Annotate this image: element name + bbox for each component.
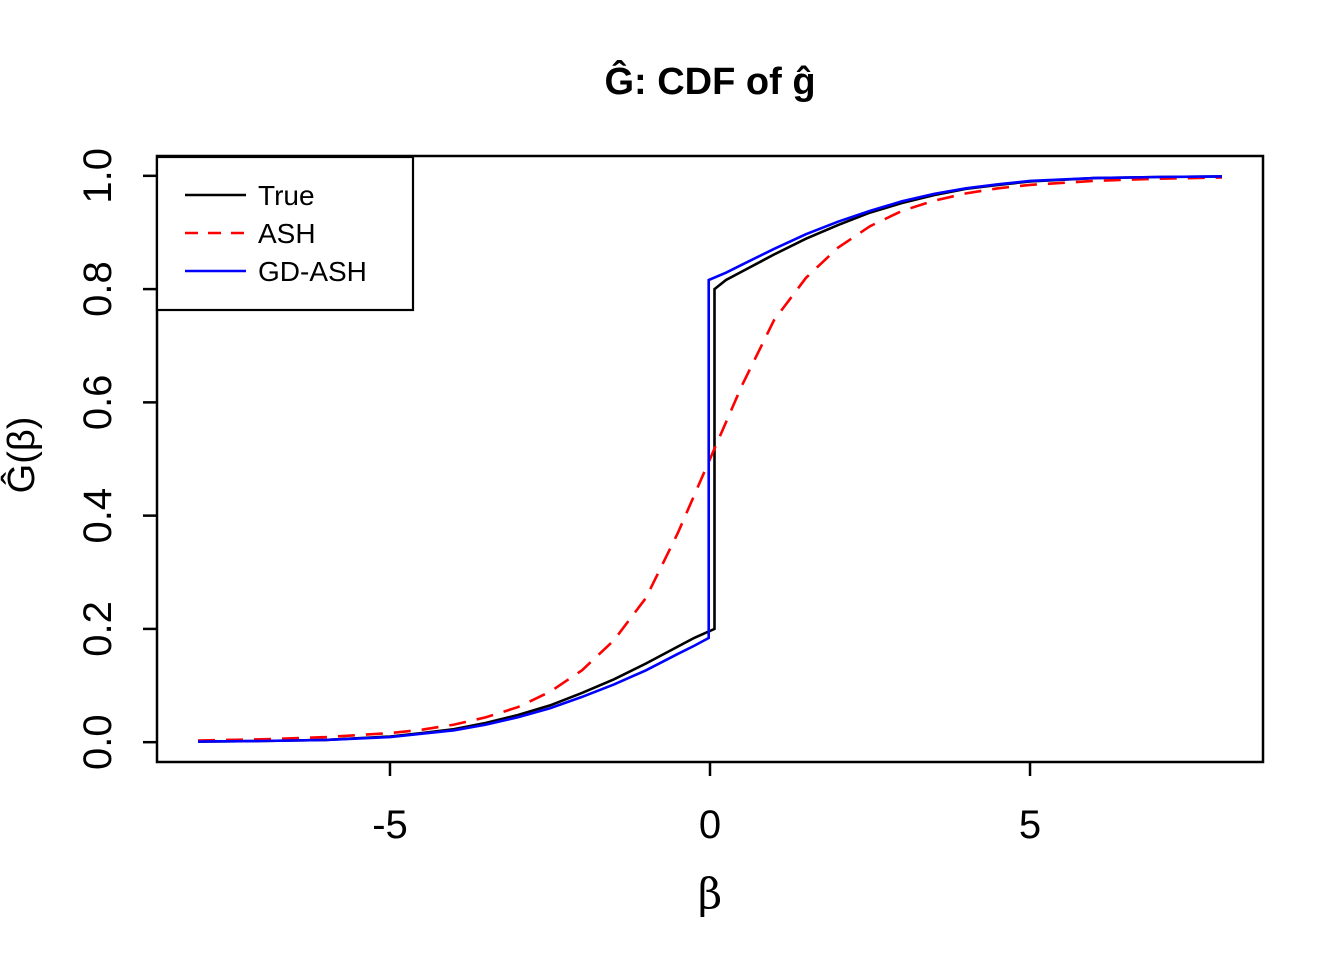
y-tick-label: 0.0: [76, 714, 120, 770]
legend: True ASH GD-ASH: [155, 155, 415, 312]
x-tick-label: -5: [372, 803, 408, 847]
legend-label-ash: ASH: [258, 218, 316, 249]
legend-entry-ash: ASH: [185, 218, 316, 249]
x-tick-label: 5: [1019, 803, 1041, 847]
legend-label-gd-ash: GD-ASH: [258, 256, 367, 287]
curve-gd-ash: [197, 175, 1223, 743]
legend-box: [155, 155, 415, 312]
legend-label-true: True: [258, 180, 315, 211]
y-tick-label: 0.8: [76, 261, 120, 317]
x-axis-ticks: -5 0 5: [372, 762, 1041, 847]
y-tick-label: 0.6: [76, 375, 120, 431]
curves-layer: [197, 175, 1223, 743]
y-tick-label: 0.4: [76, 488, 120, 544]
y-axis-label: Ĝ(β): [0, 417, 43, 494]
legend-entry-true: True: [185, 180, 315, 211]
plot-title: Ĝ: CDF of ĝ: [604, 58, 815, 103]
y-tick-label: 0.2: [76, 601, 120, 657]
y-axis-ticks: 0.0 0.2 0.4 0.6 0.8 1.0: [76, 148, 157, 770]
x-tick-label: 0: [699, 803, 721, 847]
legend-entry-gd-ash: GD-ASH: [185, 256, 367, 287]
y-tick-label: 1.0: [76, 148, 120, 204]
x-axis-label: β: [698, 869, 722, 918]
